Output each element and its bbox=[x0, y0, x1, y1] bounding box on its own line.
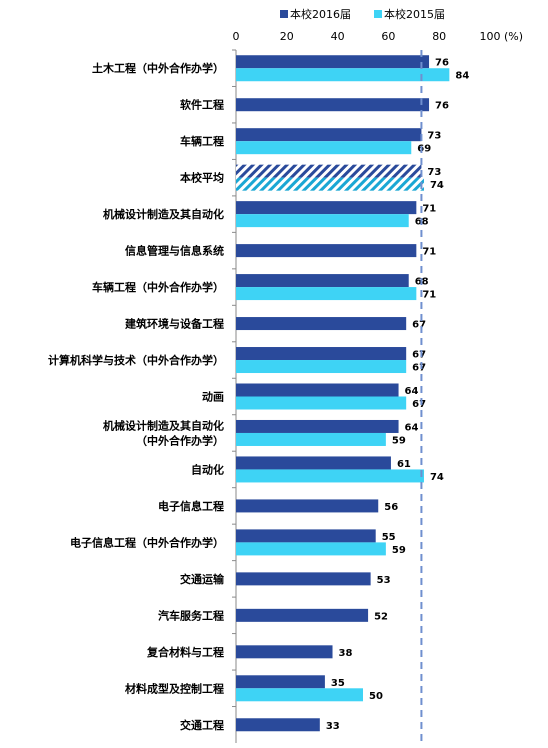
bar-2016 bbox=[236, 499, 379, 513]
x-tick-label: 60 bbox=[381, 30, 395, 43]
data-label-2015: 59 bbox=[392, 545, 406, 556]
bar-2016 bbox=[236, 201, 417, 215]
bar-2015 bbox=[236, 360, 407, 374]
bar-2015 bbox=[236, 469, 424, 483]
bar-2015 bbox=[236, 141, 412, 155]
category-label: 本校平均 bbox=[180, 171, 224, 185]
bar-2016 bbox=[236, 608, 369, 622]
bars-group: 7684767369737471687168716767676467645961… bbox=[236, 50, 469, 743]
data-label-2016: 76 bbox=[435, 58, 449, 69]
category-label: 机械设计制造及其自动化 bbox=[103, 418, 224, 432]
data-label-2016: 56 bbox=[384, 502, 398, 513]
bar-2015 bbox=[236, 396, 407, 410]
legend-swatch-2016 bbox=[280, 10, 288, 18]
category-label: 复合材料与工程 bbox=[146, 645, 224, 659]
data-label-2015: 84 bbox=[455, 71, 469, 82]
category-labels: 土木工程（中外合作办学）软件工程车辆工程本校平均机械设计制造及其自动化信息管理与… bbox=[48, 61, 225, 732]
bar-2016 bbox=[236, 274, 409, 288]
data-label-2016: 71 bbox=[422, 247, 436, 258]
x-tick-label: 0 bbox=[233, 30, 240, 43]
data-label-2016: 35 bbox=[331, 678, 345, 689]
bar-2016 bbox=[236, 55, 430, 69]
bar-2016 bbox=[236, 164, 422, 178]
data-label-2015: 59 bbox=[392, 435, 406, 446]
data-label-2016: 33 bbox=[326, 721, 340, 732]
data-label-2016: 38 bbox=[339, 648, 353, 659]
bar-2016 bbox=[236, 529, 376, 543]
bar-2016 bbox=[236, 456, 391, 470]
data-label-2016: 76 bbox=[435, 101, 449, 112]
bar-2015 bbox=[236, 68, 450, 82]
bar-2016 bbox=[236, 244, 417, 258]
data-label-2016: 61 bbox=[397, 459, 411, 470]
category-label: 土木工程（中外合作办学） bbox=[92, 61, 224, 75]
legend-label-2015: 本校2015届 bbox=[384, 7, 445, 21]
data-label-2015: 71 bbox=[422, 290, 436, 301]
x-tick-label: 100 bbox=[480, 30, 501, 43]
category-label: 交通运输 bbox=[180, 572, 225, 586]
category-label: 信息管理与信息系统 bbox=[125, 244, 224, 258]
data-label-2016: 73 bbox=[427, 167, 441, 178]
data-label-2016: 55 bbox=[382, 532, 396, 543]
category-label: 自动化 bbox=[191, 462, 224, 476]
data-label-2015: 74 bbox=[430, 472, 444, 483]
category-label: 动画 bbox=[202, 390, 224, 404]
category-label: 软件工程 bbox=[180, 98, 224, 112]
bar-2016 bbox=[236, 645, 333, 659]
data-label-2015: 67 bbox=[412, 363, 426, 374]
data-label-2015: 50 bbox=[369, 691, 383, 702]
bar-2015 bbox=[236, 432, 386, 446]
data-label-2016: 52 bbox=[374, 611, 388, 622]
bar-2015 bbox=[236, 688, 363, 702]
data-label-2016: 64 bbox=[405, 422, 419, 433]
data-label-2015: 67 bbox=[412, 399, 426, 410]
bar-2016 bbox=[236, 675, 325, 689]
bar-2016 bbox=[236, 347, 407, 361]
bar-2016 bbox=[236, 383, 399, 397]
data-label-2016: 67 bbox=[412, 320, 426, 331]
bar-2015 bbox=[236, 214, 409, 228]
bar-2016 bbox=[236, 317, 407, 331]
bar-2016 bbox=[236, 718, 320, 732]
legend: 本校2016届 本校2015届 bbox=[280, 7, 445, 21]
category-label: 电子信息工程 bbox=[158, 499, 224, 513]
category-label: 电子信息工程（中外合作办学） bbox=[70, 535, 224, 549]
data-label-2015: 74 bbox=[430, 180, 444, 191]
category-label: （中外合作办学） bbox=[136, 433, 224, 447]
category-label: 机械设计制造及其自动化 bbox=[103, 207, 224, 221]
bar-2016 bbox=[236, 572, 371, 586]
data-label-2016: 67 bbox=[412, 350, 426, 361]
data-label-2015: 69 bbox=[417, 144, 431, 155]
category-label: 材料成型及控制工程 bbox=[125, 681, 224, 695]
category-label: 交通工程 bbox=[180, 718, 224, 732]
data-label-2016: 71 bbox=[422, 204, 436, 215]
bar-2015 bbox=[236, 287, 417, 301]
x-axis-unit: (%) bbox=[504, 30, 523, 43]
bar-2016 bbox=[236, 419, 399, 433]
bar-2016 bbox=[236, 128, 422, 142]
category-label: 汽车服务工程 bbox=[158, 608, 224, 622]
category-label: 计算机科学与技术（中外合作办学） bbox=[48, 353, 224, 367]
legend-swatch-2015 bbox=[374, 10, 382, 18]
data-label-2016: 64 bbox=[405, 386, 419, 397]
data-label-2016: 73 bbox=[427, 131, 441, 142]
x-tick-label: 40 bbox=[331, 30, 345, 43]
category-label: 车辆工程 bbox=[180, 134, 224, 148]
bar-2016 bbox=[236, 98, 430, 112]
legend-label-2016: 本校2016届 bbox=[290, 7, 351, 21]
data-label-2016: 53 bbox=[377, 575, 391, 586]
x-tick-label: 80 bbox=[432, 30, 446, 43]
x-tick-label: 20 bbox=[280, 30, 294, 43]
category-label: 车辆工程（中外合作办学） bbox=[92, 280, 224, 294]
bar-2015 bbox=[236, 177, 424, 191]
category-label: 建筑环境与设备工程 bbox=[125, 317, 224, 331]
bar-2015 bbox=[236, 542, 386, 556]
